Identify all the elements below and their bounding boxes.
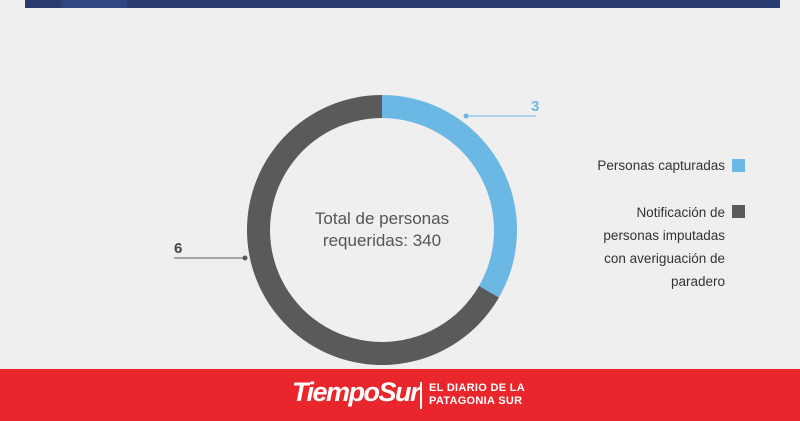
legend-label-line: paradero xyxy=(670,274,725,289)
center-label-line-2: requeridas: 340 xyxy=(322,231,442,250)
legend-label-line: personas imputadas xyxy=(603,228,725,243)
logo-divider xyxy=(420,382,422,409)
tagline-line-1: EL DIARIO DE LA xyxy=(429,382,525,394)
data-label-2: 6 xyxy=(174,240,182,257)
chart-center-label: Total de personas requeridas: 340 xyxy=(282,208,482,252)
legend-item-capturadas: Personas capturadas xyxy=(465,154,745,177)
top-banner-bar xyxy=(25,0,780,8)
footer-bar xyxy=(0,369,800,421)
legend-label: Personas capturadas xyxy=(597,158,725,173)
legend-label-line: Notificación de xyxy=(636,205,725,220)
tagline-line-2: PATAGONIA SUR xyxy=(429,395,523,407)
legend-swatch-blue xyxy=(732,159,745,172)
legend-label-line: con averiguación de xyxy=(604,251,725,266)
legend-item-notificacion: Notificación de personas imputadas con a… xyxy=(485,201,745,293)
top-banner-tab xyxy=(61,0,127,8)
brand-tagline: EL DIARIO DE LA PATAGONIA SUR xyxy=(429,382,525,408)
slice-personas-capturadas xyxy=(382,95,517,298)
brand-logo: TiempoSur xyxy=(292,377,421,407)
data-label-1: 3 xyxy=(531,98,539,115)
center-label-line-1: Total de personas xyxy=(314,209,450,228)
legend-swatch-gray xyxy=(732,205,745,218)
